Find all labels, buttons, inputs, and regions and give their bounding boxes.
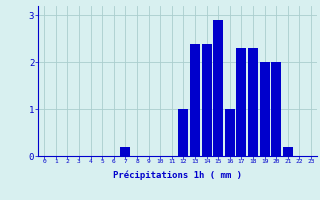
- Bar: [120, 147, 130, 156]
- Bar: [179, 109, 188, 156]
- Bar: [236, 48, 246, 156]
- Bar: [190, 44, 200, 156]
- Bar: [225, 109, 235, 156]
- Bar: [248, 48, 258, 156]
- Bar: [260, 62, 269, 156]
- X-axis label: Précipitations 1h ( mm ): Précipitations 1h ( mm ): [113, 170, 242, 180]
- Bar: [271, 62, 281, 156]
- Bar: [283, 147, 293, 156]
- Bar: [213, 20, 223, 156]
- Bar: [202, 44, 212, 156]
